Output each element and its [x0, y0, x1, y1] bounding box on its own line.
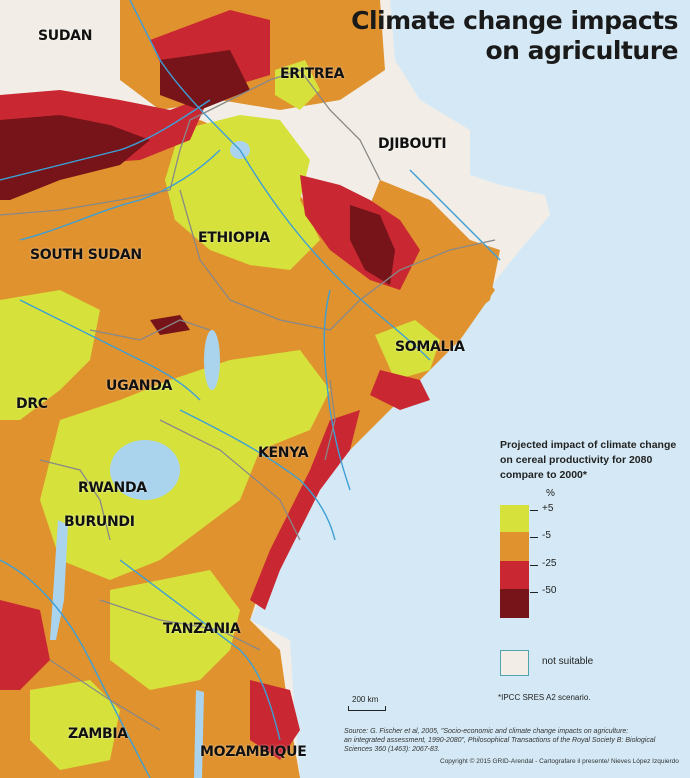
- legend-swatch-plus5: [500, 505, 529, 532]
- legend-unit: %: [546, 488, 555, 499]
- lake-victoria: [110, 440, 180, 500]
- zone-plus5-eritrea: [275, 60, 320, 110]
- label-tanzania: TANZANIA: [163, 621, 241, 637]
- source-note: Source: G. Fischer et al, 2005, "Socio-e…: [344, 727, 684, 754]
- label-south-sudan: SOUTH SUDAN: [30, 247, 142, 263]
- zone-plus5-zambia: [30, 680, 120, 770]
- zone-minus25-coast: [250, 410, 360, 610]
- label-eritrea: ERITREA: [280, 66, 345, 82]
- map-title-line1: Climate change impacts: [351, 6, 678, 35]
- label-rwanda: RWANDA: [78, 480, 147, 496]
- zone-plus5-somalia: [375, 320, 440, 380]
- source-line2: an integrated assessment, 1990-2080", Ph…: [344, 737, 656, 744]
- lake-tanganyika: [50, 520, 68, 640]
- label-sudan: SUDAN: [38, 28, 93, 44]
- source-line3: Sciences 360 (1463): 2067-83.: [344, 746, 440, 753]
- lake-malawi: [194, 690, 204, 778]
- zone-minus25-somalia: [370, 370, 430, 410]
- zone-plus5-ethiopia: [165, 115, 320, 270]
- scale-label: 200 km: [352, 695, 379, 704]
- label-uganda: UGANDA: [106, 378, 173, 394]
- legend-tick-minus50: [530, 592, 538, 593]
- label-burundi: BURUNDI: [64, 514, 135, 530]
- scale-bar: [348, 706, 386, 711]
- legend-title-line3: compare to 2000*: [500, 469, 587, 481]
- label-mozambique: MOZAMBIQUE: [200, 744, 307, 760]
- legend-label-minus25: -25: [542, 558, 557, 569]
- legend-title-line1: Projected impact of climate change: [500, 439, 677, 451]
- zone-minus50-afar: [350, 205, 395, 285]
- legend-title-line2: on cereal productivity for 2080: [500, 454, 653, 466]
- label-drc: DRC: [16, 396, 48, 412]
- footnote: *IPCC SRES A2 scenario.: [498, 693, 591, 702]
- country-borders: [0, 69, 496, 731]
- legend-tick-minus5: [530, 537, 538, 538]
- zone-plus5-lakes: [40, 350, 330, 580]
- lake-turkana: [204, 330, 220, 390]
- label-zambia: ZAMBIA: [68, 726, 128, 742]
- legend-swatch-not-suitable: [500, 650, 529, 676]
- zone-minus50-sudan: [0, 115, 150, 200]
- zone-plus5-drc: [0, 290, 100, 420]
- map-title: Climate change impacts on agriculture: [351, 6, 678, 66]
- legend-swatch-minus25: [500, 561, 529, 589]
- legend-label-minus5: -5: [542, 530, 551, 541]
- legend-tick-minus25: [530, 565, 538, 566]
- legend-swatch-minus5: [500, 532, 529, 561]
- legend-label-not-suitable: not suitable: [542, 656, 594, 667]
- label-djibouti: DJIBOUTI: [378, 136, 447, 152]
- label-somalia: SOMALIA: [395, 339, 465, 355]
- legend-swatch-minus50: [500, 589, 529, 618]
- label-ethiopia: ETHIOPIA: [198, 230, 270, 246]
- legend-title: Projected impact of climate change on ce…: [500, 438, 685, 483]
- legend-label-plus5: +5: [542, 503, 554, 514]
- zone-plus5-tanzania: [110, 570, 240, 690]
- copyright: Copyright © 2015 GRID-Arendal - Cartogra…: [440, 758, 679, 765]
- zone-minus25-southwest: [0, 600, 50, 690]
- map-title-line2: on agriculture: [485, 36, 678, 65]
- legend-tick-plus5: [530, 510, 538, 511]
- zone-minus50-north: [160, 50, 250, 110]
- label-kenya: KENYA: [258, 445, 309, 461]
- legend-label-minus50: -50: [542, 585, 557, 596]
- source-line1: Source: G. Fischer et al, 2005, "Socio-e…: [344, 728, 629, 735]
- rivers: [0, 0, 501, 778]
